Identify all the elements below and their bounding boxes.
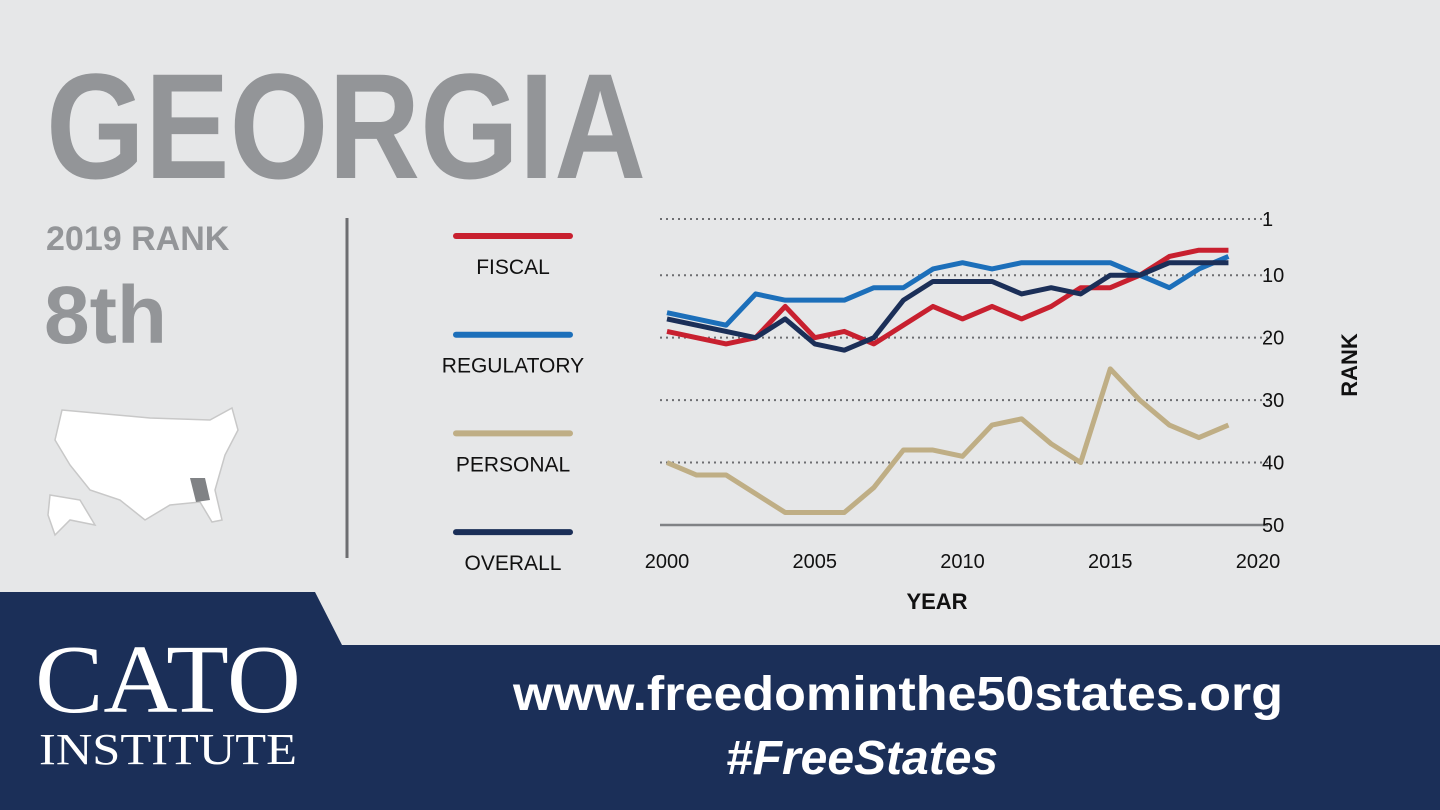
state-title: GEORGIA — [46, 42, 646, 210]
y-axis-label: RANK — [1337, 333, 1362, 397]
x-tick-label: 2000 — [645, 551, 690, 573]
footer-banner — [0, 592, 1440, 810]
x-axis-label: YEAR — [906, 589, 967, 614]
x-tick-label: 2020 — [1236, 551, 1281, 573]
y-tick-label: 1 — [1262, 209, 1273, 231]
x-tick-label: 2005 — [793, 551, 838, 573]
rank-value: 8th — [44, 270, 167, 361]
legend-label: FISCAL — [476, 256, 550, 279]
x-tick-label: 2010 — [940, 551, 985, 573]
x-tick-label: 2015 — [1088, 551, 1133, 573]
series-line — [666, 366, 1230, 516]
hashtag: #FreeStates — [726, 732, 998, 785]
legend-label: PERSONAL — [456, 453, 570, 476]
us-map — [47, 406, 239, 537]
legend-label: OVERALL — [465, 552, 562, 575]
rank-label: 2019 RANK — [46, 220, 230, 258]
logo-sub: INSTITUTE — [39, 725, 297, 774]
url: www.freedominthe50states.org — [512, 668, 1283, 721]
y-tick-label: 50 — [1262, 515, 1284, 537]
y-tick-label: 40 — [1262, 453, 1284, 475]
y-tick-label: 30 — [1262, 390, 1284, 412]
legend-label: REGULATORY — [442, 355, 584, 378]
logo-main: CATO — [35, 626, 301, 734]
series-line — [666, 260, 1229, 353]
y-tick-label: 20 — [1262, 328, 1284, 350]
y-tick-label: 10 — [1262, 265, 1284, 287]
